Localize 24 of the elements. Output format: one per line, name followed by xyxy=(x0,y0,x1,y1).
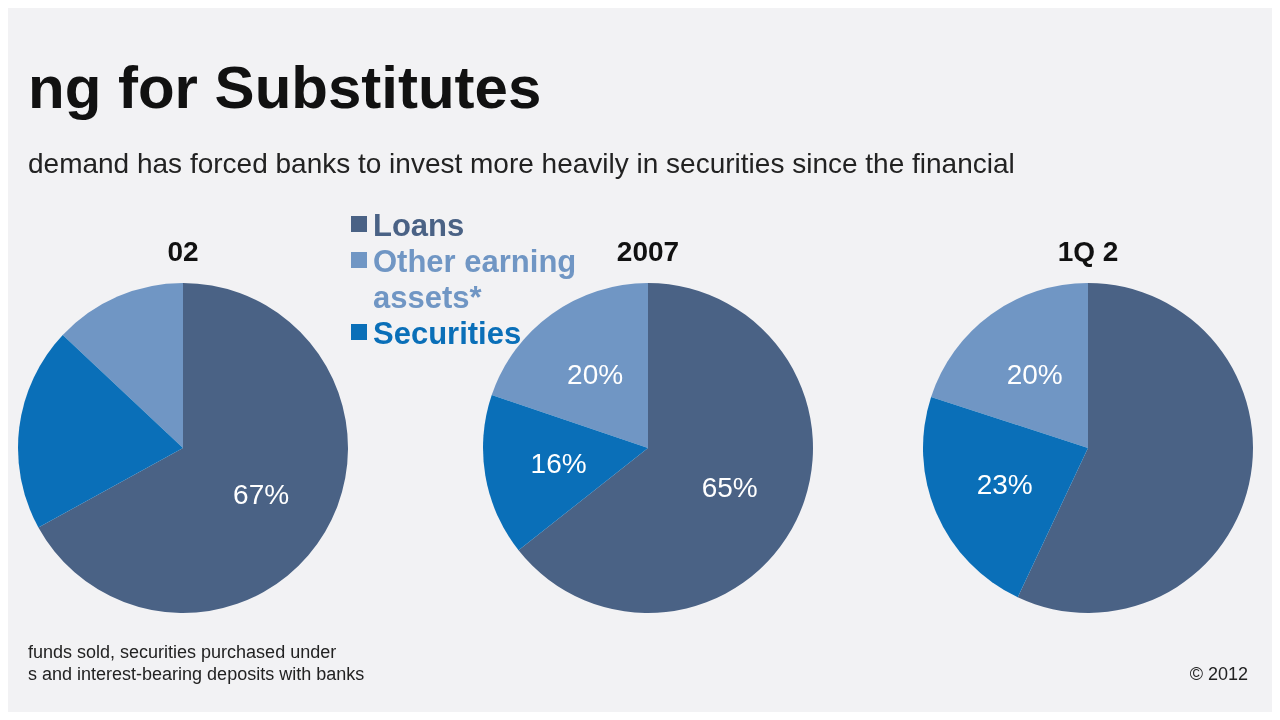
pie-slice xyxy=(931,283,1088,448)
pie-slice xyxy=(483,395,648,551)
legend-label: Loans xyxy=(373,208,465,243)
data-label: 20% xyxy=(567,359,624,391)
data-label: 20% xyxy=(1006,359,1063,391)
text: s and interest-bearing deposits with banks xyxy=(28,664,365,684)
text: demand has forced banks to invest more heavily in securities since the financial xyxy=(28,148,1015,179)
pie-slice xyxy=(923,397,1088,598)
pie-slice xyxy=(38,283,348,613)
chart-title: 1Q 2 xyxy=(1057,236,1119,267)
data-label: 65% xyxy=(701,472,758,504)
pie-slice xyxy=(18,335,183,528)
legend-label: Securities xyxy=(373,316,522,351)
pie-slice xyxy=(518,283,813,613)
data-label: 23% xyxy=(976,468,1033,500)
text: funds sold, securities purchased under xyxy=(28,642,337,662)
text: 02 xyxy=(167,236,199,267)
data-label: 67% xyxy=(233,479,290,510)
text: © 2012 xyxy=(1189,664,1248,684)
legend-label: Other earning assets* xyxy=(373,244,577,315)
chart-title: 2007 xyxy=(616,236,680,267)
pie-slice xyxy=(62,283,183,448)
text: ng for Substitutes xyxy=(28,54,542,121)
data-label: 16% xyxy=(530,448,587,480)
